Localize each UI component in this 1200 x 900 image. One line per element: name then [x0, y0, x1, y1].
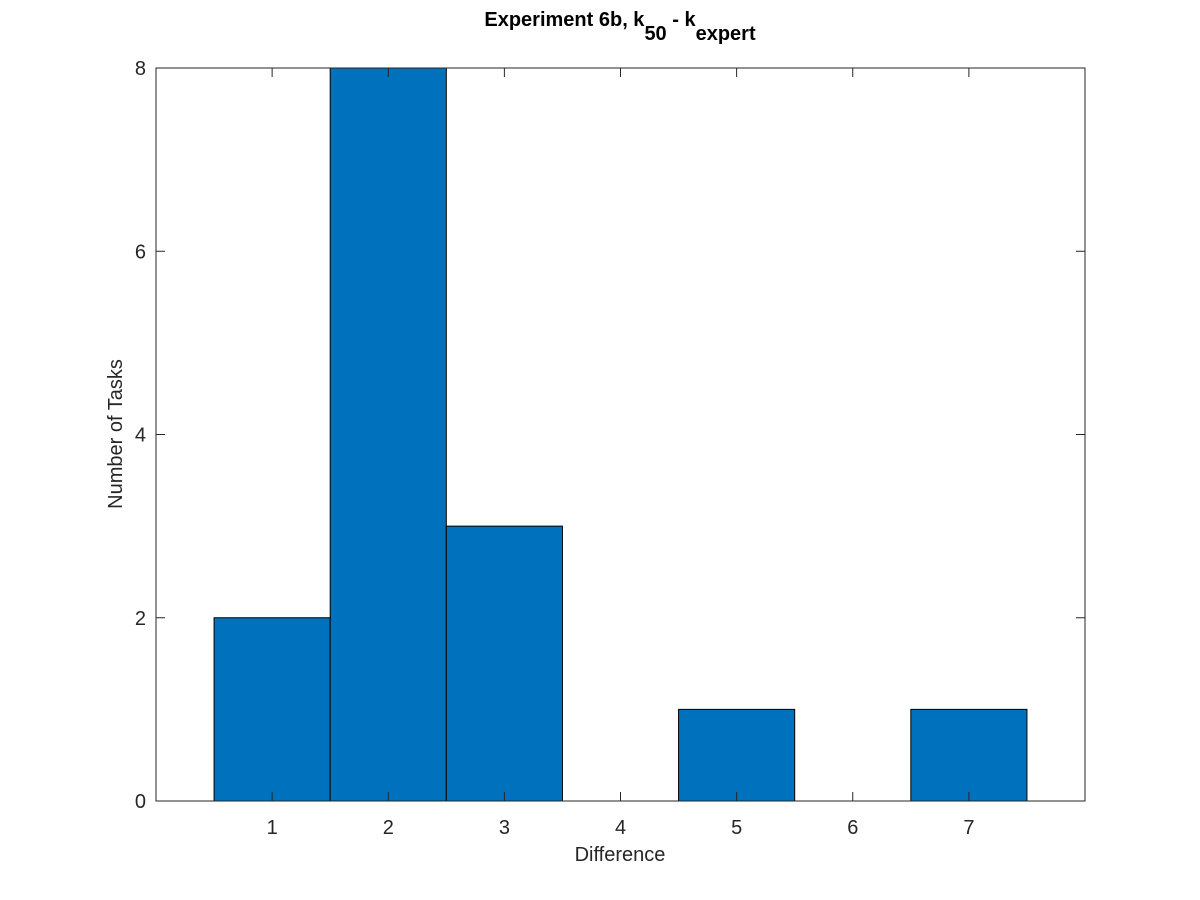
x-tick-label: 7: [963, 817, 974, 839]
x-tick-label: 5: [731, 817, 742, 839]
x-tick-label: 3: [499, 817, 510, 839]
chart-title-main: Experiment 6b, k: [484, 9, 645, 31]
x-tick-label: 1: [267, 817, 278, 839]
bar-5: [678, 708, 796, 802]
y-axis-label: Number of Tasks: [105, 359, 127, 509]
bar-3: [445, 525, 563, 802]
x-tick-label: 6: [847, 817, 858, 839]
y-tick-label: 6: [135, 241, 146, 263]
chart-title-mid: - k: [667, 9, 697, 31]
y-tick-label: 2: [135, 608, 146, 630]
y-tick-label: 4: [135, 425, 146, 447]
plot-area: 1 2 3 4 5 6 7 0 2 4 6 8: [135, 58, 1086, 839]
bar-2: [329, 67, 447, 802]
bar-1: [213, 617, 331, 802]
chart-title: Experiment 6b, k50 - kexpert: [484, 9, 756, 45]
chart-title-subscript-2: expert: [696, 23, 756, 45]
bar-7: [910, 708, 1028, 802]
chart-title-subscript-1: 50: [644, 23, 666, 45]
y-tick-label: 0: [135, 791, 146, 813]
y-tick-label: 8: [135, 58, 146, 80]
x-tick-label: 2: [383, 817, 394, 839]
x-tick-label: 4: [615, 817, 626, 839]
x-axis-label: Difference: [575, 844, 666, 866]
